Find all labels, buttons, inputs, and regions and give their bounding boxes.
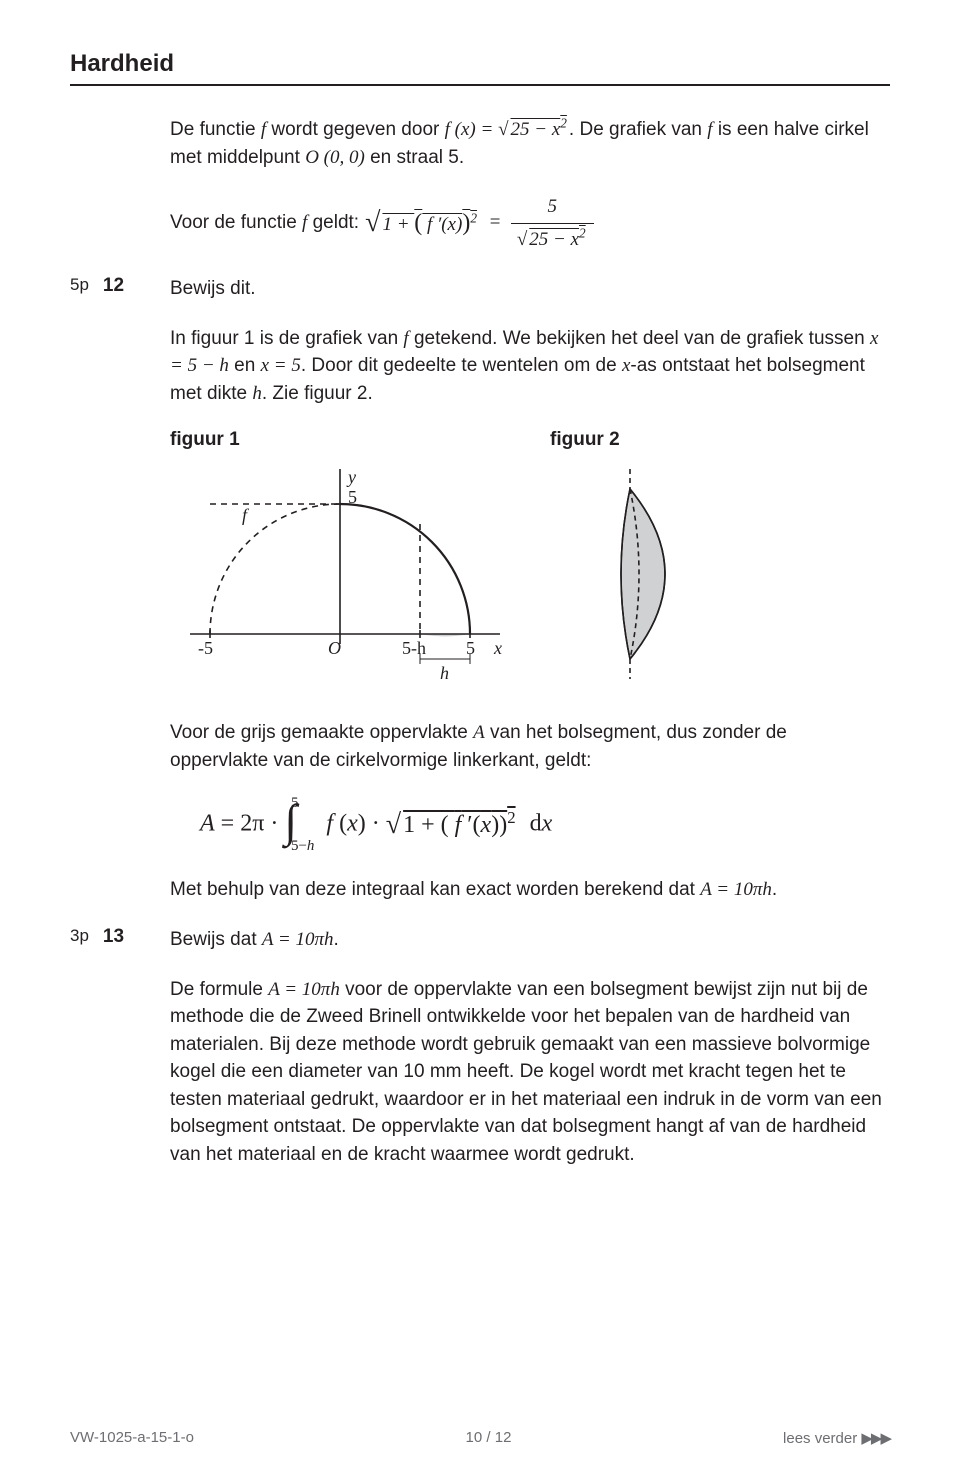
tick-minus5: -5 [198, 638, 213, 658]
curve-label-f: f [242, 505, 250, 525]
title-rule [70, 84, 890, 86]
t: Voor de functie [170, 209, 297, 237]
q13-text: Bewijs dat A = 10πh. [170, 926, 890, 954]
t: . Door dit gedeelte te wentelen om de [301, 355, 622, 376]
footer-continue: lees verder ▶▶▶ [783, 1429, 890, 1447]
t: Voor de grijs gemaakte oppervlakte [170, 722, 473, 743]
q12-number: 12 [103, 275, 124, 297]
eq-arclength-factor: √1 + ( f ′(x))2 = 5 √25 − x2 [365, 193, 594, 253]
tick-5x: 5 [466, 638, 475, 658]
tick-5y: 5 [348, 487, 357, 507]
intro-paragraph-2: Voor de functie f geldt: √1 + ( f ′(x))2… [170, 193, 890, 253]
q13-number: 13 [103, 926, 124, 948]
t: De functie [170, 119, 261, 140]
axis-label-y: y [346, 467, 356, 487]
eq-A10pih-2: A = 10πh [262, 929, 334, 950]
label-h: h [440, 663, 449, 683]
t: geldt: [313, 209, 359, 237]
t: en straal 5. [365, 147, 464, 168]
t: voor de oppervlakte van een bolsegment b… [170, 979, 882, 1165]
footer-arrows-icon: ▶▶▶ [861, 1430, 890, 1447]
paragraph-4: Voor de grijs gemaakte oppervlakte A van… [170, 719, 890, 774]
t: . De grafiek van [569, 119, 707, 140]
var-A: A [473, 722, 485, 743]
var-h: h [252, 383, 262, 404]
eq-A10pih-3: A = 10πh [268, 979, 340, 1000]
t: wordt gegeven door [266, 119, 445, 140]
page-title: Hardheid [70, 50, 890, 78]
eq-integral-A: A = 2π · ∫55−h f (x) · √1 + ( f ′(x))2 d… [200, 796, 890, 854]
paragraph-6: De formule A = 10πh voor de oppervlakte … [170, 976, 890, 1169]
eq-A10pih: A = 10πh [700, 879, 772, 900]
page-footer: VW-1025-a-15-1-o 10 / 12 lees verder ▶▶▶ [70, 1429, 890, 1447]
q13-points: 3p [70, 926, 89, 948]
figure-2-svg [550, 459, 750, 689]
figure-1-label: figuur 1 [170, 429, 510, 451]
q12-text: Bewijs dit. [170, 275, 890, 303]
footer-continue-text: lees verder [783, 1430, 861, 1447]
intro-paragraph-1: De functie f wordt gegeven door f (x) = … [170, 116, 890, 171]
paragraph-3: In figuur 1 is de grafiek van f getekend… [170, 325, 890, 408]
footer-doc-code: VW-1025-a-15-1-o [70, 1429, 194, 1447]
footer-page-number: 10 / 12 [466, 1429, 512, 1447]
figure-1: figuur 1 [170, 429, 510, 689]
eq-fx-def: f (x) = √25 − x2 [445, 119, 569, 140]
t: . [772, 879, 777, 900]
figure-2: figuur 2 [550, 429, 890, 689]
t: Bewijs dat [170, 929, 262, 950]
t: Met behulp van deze integraal kan exact … [170, 879, 700, 900]
figure-1-svg: y 5 f -5 O 5-h 5 x h [170, 459, 510, 689]
paragraph-5: Met behulp van deze integraal kan exact … [170, 876, 890, 904]
t: . Zie figuur 2. [262, 383, 373, 404]
t: In figuur 1 is de grafiek van [170, 328, 403, 349]
t: getekend. We bekijken het deel van de gr… [409, 328, 870, 349]
point-O: O (0, 0) [305, 147, 365, 168]
t: en [229, 355, 261, 376]
origin-label: O [328, 638, 341, 658]
figure-2-label: figuur 2 [550, 429, 890, 451]
axis-label-x: x [493, 638, 502, 658]
t: . [333, 929, 338, 950]
q12-points: 5p [70, 275, 89, 297]
tick-5mh: 5-h [402, 638, 426, 658]
var-f: f [302, 209, 307, 237]
t: De formule [170, 979, 268, 1000]
eq-x5: x = 5 [261, 355, 301, 376]
